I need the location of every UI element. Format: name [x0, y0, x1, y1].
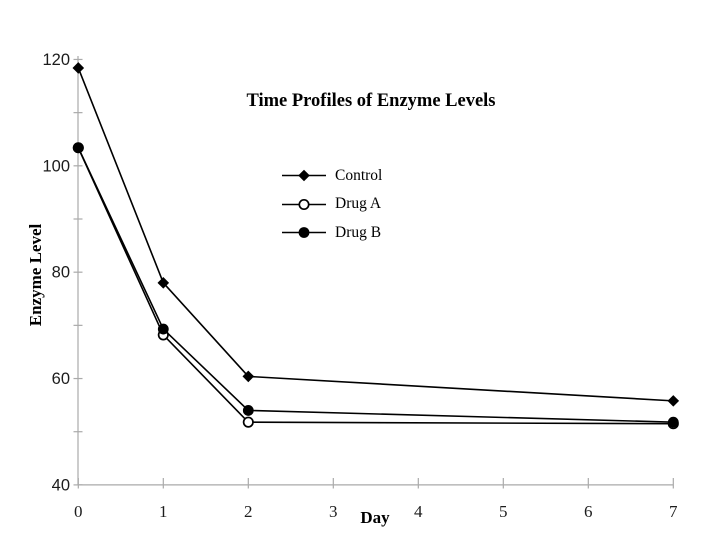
y-axis-title: Enzyme Level [26, 223, 45, 327]
legend-marker-drug-a [298, 198, 310, 210]
data-point-control-day-0 [72, 62, 85, 74]
data-point-drug-b-day-2 [242, 405, 254, 416]
legend-marker-drug-b [298, 227, 310, 238]
x-tick-label: 6 [584, 502, 593, 521]
legend-item-control: Control [281, 167, 382, 184]
x-axis-title: Day [360, 508, 390, 527]
x-tick-label: 1 [159, 502, 168, 521]
legend: Control Drug A Drug B [281, 167, 382, 253]
y-tick-label: 60 [52, 370, 70, 388]
y-tick-label: 120 [42, 51, 70, 69]
data-point-drug-b-day-7 [667, 416, 679, 428]
series-line-control [77, 67, 674, 402]
filled-diamond-icon [282, 169, 326, 182]
data-point-control-day-1 [157, 277, 170, 289]
legend-marker-control [298, 169, 310, 182]
x-tick-label: 5 [499, 502, 508, 521]
legend-item-drug-a: Drug A [281, 195, 382, 213]
data-point-drug-b-day-1 [157, 323, 169, 335]
x-tick-label: 0 [74, 502, 83, 521]
data-point-drug-b-day-0 [72, 142, 84, 154]
legend-label: Control [335, 166, 383, 184]
data-point-drug-a-day-2 [242, 416, 254, 428]
chart-title: Time Profiles of Enzyme Levels [246, 91, 496, 111]
series-line-drug-b [77, 147, 674, 423]
x-tick-label: 4 [414, 502, 423, 521]
legend-label: Drug B [335, 223, 382, 241]
filled-circle-icon [282, 227, 326, 238]
open-circle-icon [282, 198, 326, 210]
data-point-control-day-7 [667, 395, 680, 407]
data-point-control-day-2 [242, 370, 255, 383]
y-tick-label: 40 [52, 476, 70, 494]
series-line-drug-a [77, 147, 674, 425]
y-tick-label: 80 [52, 264, 70, 282]
legend-item-drug-b: Drug B [281, 224, 382, 241]
x-tick-label: 3 [329, 502, 338, 521]
legend-label: Drug A [335, 195, 382, 212]
y-tick-label: 100 [42, 157, 70, 175]
x-tick-label: 7 [669, 502, 678, 521]
x-tick-label: 2 [244, 502, 253, 521]
